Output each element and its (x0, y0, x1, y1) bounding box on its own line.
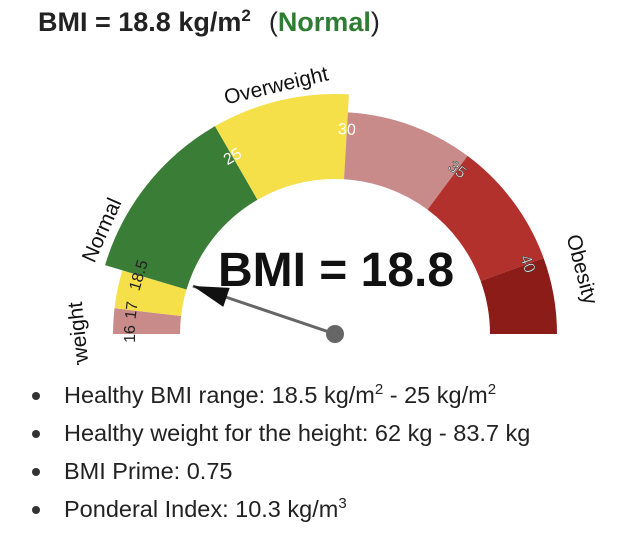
bullet-dot (32, 392, 40, 400)
gauge-segment (427, 155, 544, 281)
gauge-segment (344, 112, 468, 210)
detail-bmi-prime: BMI Prime: 0.75 (32, 458, 530, 485)
bullet-dot (32, 506, 40, 514)
gauge-tick-label: 25 (221, 145, 245, 169)
bmi-result-unit-exponent: 2 (241, 6, 251, 25)
gauge-category-label: Underweight (64, 301, 99, 365)
gauge-category-label: Obesity (562, 232, 602, 307)
bmi-details-list: Healthy BMI range: 18.5 kg/m2 - 25 kg/m2… (32, 382, 530, 534)
bmi-category-wrapper: (Normal) (269, 7, 380, 37)
gauge-tick-label: 17 (123, 300, 142, 320)
gauge-tick-label: 30 (337, 121, 356, 139)
bmi-category-label: Normal (277, 7, 371, 37)
paren-open: ( (268, 7, 278, 37)
gauge-segment (105, 126, 258, 290)
bmi-result-value: BMI = 18.8 kg/m (38, 7, 242, 37)
gauge-needle-hub (326, 325, 344, 343)
bullet-dot (32, 430, 40, 438)
detail-healthy-weight: Healthy weight for the height: 62 kg - 8… (32, 420, 530, 447)
detail-ponderal-index: Ponderal Index: 10.3 kg/m3 (32, 496, 530, 523)
bmi-result-heading: BMI = 18.8 kg/m2 (Normal) (38, 6, 380, 38)
gauge-tick-label: 16 (122, 325, 139, 343)
gauge-needle-tip (192, 285, 230, 307)
gauge-segment (113, 308, 182, 334)
gauge-segment (114, 270, 187, 317)
gauge-segment (480, 258, 557, 334)
paren-close: ) (370, 7, 380, 37)
bullet-dot (32, 468, 40, 476)
gauge-tick-label: 40 (516, 253, 538, 276)
bmi-gauge: 161718.525303540UnderweightNormalOverwei… (64, 62, 602, 365)
gauge-center-value: BMI = 18.8 (218, 244, 454, 297)
detail-healthy-bmi-range: Healthy BMI range: 18.5 kg/m2 - 25 kg/m2 (32, 382, 530, 409)
gauge-segment (215, 93, 349, 200)
